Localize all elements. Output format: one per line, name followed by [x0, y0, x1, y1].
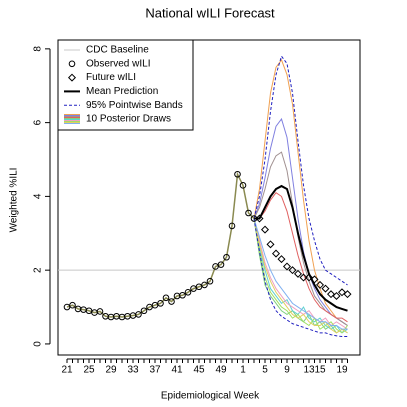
future-point: [304, 273, 314, 282]
x-tick-label: 13: [303, 365, 315, 376]
observed-point: [184, 288, 192, 296]
legend-label: CDC Baseline: [86, 45, 149, 56]
observed-point: [223, 253, 230, 261]
future-point: [343, 290, 352, 299]
observed-point: [234, 170, 241, 178]
x-tick-label: 49: [215, 365, 227, 376]
x-tick-label: 5: [262, 365, 268, 376]
x-tick-label: 9: [284, 365, 290, 376]
legend-label: 95% Pointwise Bands: [86, 100, 183, 111]
posterior-draw: [254, 192, 348, 323]
future-point: [337, 288, 347, 297]
observed-point: [217, 261, 225, 268]
x-tick-label: 29: [105, 365, 117, 376]
observed-point: [239, 182, 247, 189]
x-tick-label: 1: [240, 365, 246, 376]
posterior-draw: [253, 218, 348, 334]
legend-symbol: [67, 73, 77, 82]
y-tick-label: 6: [33, 119, 44, 125]
x-tick-label: 19: [336, 365, 348, 376]
future-point: [266, 240, 275, 249]
y-tick-label: 4: [33, 193, 44, 199]
posterior-draw: [253, 218, 348, 334]
posterior-draw: [253, 218, 348, 330]
x-tick-label: 45: [193, 365, 205, 376]
y-tick-label: 8: [33, 46, 44, 52]
legend-label: 10 Posterior Draws: [86, 114, 171, 125]
observed-point: [135, 311, 142, 318]
observed-point: [140, 307, 148, 315]
y-tick-label: 2: [33, 267, 44, 273]
legend-symbol: [68, 60, 76, 68]
future-point: [326, 290, 336, 299]
legend-label: Observed wILI: [86, 58, 150, 69]
future-point: [282, 262, 292, 271]
x-tick-label: 41: [171, 365, 183, 376]
observed-point: [206, 277, 214, 285]
posterior-draw: [253, 58, 348, 326]
future-point: [310, 275, 319, 284]
y-axis-label: Weighted %ILI: [9, 168, 20, 233]
plot-frame: [57, 39, 361, 356]
x-tick-label: 25: [83, 365, 95, 376]
y-tick-label: 0: [33, 341, 44, 347]
future-point: [315, 280, 325, 289]
observed-point: [96, 308, 104, 315]
observed-point: [245, 209, 252, 217]
band-upper: [253, 55, 348, 286]
future-point: [260, 225, 270, 234]
x-tick-label: 21: [61, 365, 73, 376]
x-tick-label: 37: [149, 365, 161, 376]
legend-label: Mean Prediction: [86, 86, 158, 97]
posterior-draw: [253, 218, 348, 330]
mean-line: [254, 184, 348, 312]
observed-point: [162, 294, 170, 302]
observed-point: [228, 222, 236, 230]
posterior-draw: [253, 218, 348, 334]
x-axis-label: Epidemiological Week: [161, 391, 260, 402]
posterior-draw: [253, 218, 348, 334]
future-point: [299, 273, 308, 282]
future-point: [255, 214, 264, 223]
observed-point: [157, 300, 164, 307]
chart-title: National wILI Forecast: [145, 5, 275, 20]
future-point: [277, 255, 286, 264]
observed-point: [69, 301, 76, 309]
legend-box: [57, 39, 194, 131]
observed-point: [179, 291, 186, 299]
future-point: [321, 284, 330, 293]
future-point: [288, 266, 297, 275]
band-lower: [253, 218, 348, 338]
x-tick-label: 33: [127, 365, 139, 376]
legend-label: Future wILI: [86, 72, 136, 83]
observed-point: [201, 281, 208, 289]
future-point: [332, 291, 341, 300]
future-point: [271, 249, 281, 258]
observed-point: [168, 298, 175, 305]
future-point: [293, 269, 303, 278]
x-tick-label: 15: [314, 365, 326, 376]
